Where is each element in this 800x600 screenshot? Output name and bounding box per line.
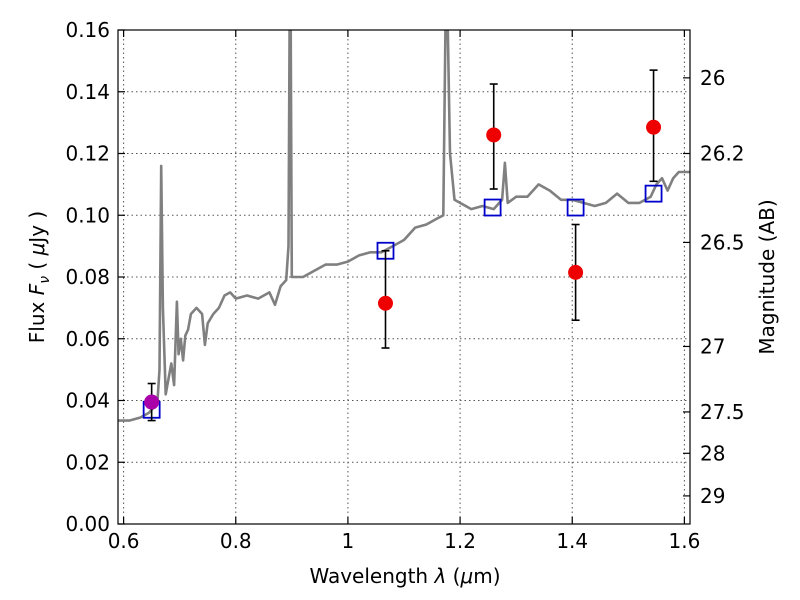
y2-tick-label: 26.5 [700,230,745,254]
y-tick-label: 0.04 [65,389,110,413]
observed-flux-point [568,264,584,280]
observed-flux-point [144,394,160,410]
chart-series [118,30,690,422]
y-tick-label: 0.02 [65,450,110,474]
y2-tick-label: 27.5 [700,400,745,424]
x-axis-label: Wavelength λ (μm) [309,564,500,588]
y-tick-label: 0.06 [65,327,110,351]
observed-flux-point [646,119,662,135]
x-tick-label: 1 [342,529,355,553]
y-tick-label: 0.10 [65,203,110,227]
x-tick-label: 0.8 [220,529,252,553]
y-tick-label: 0.12 [65,142,110,166]
model-spectrum-line [118,30,690,422]
y-tick-label: 0.00 [65,512,110,536]
y2-tick-label: 26.2 [700,142,745,166]
observed-flux-point [377,295,393,311]
y-tick-label: 0.08 [65,265,110,289]
grid-lines [118,29,690,525]
y2-axis-label: Magnitude (AB) [755,199,779,354]
y2-tick-label: 26 [700,66,725,90]
y-tick-label: 0.14 [65,80,110,104]
model-flux-square [483,198,502,217]
model-flux-square [566,198,585,217]
y-axis-label: Flux Fν ( μJy ) [25,211,53,343]
observed-flux-point [486,127,502,143]
y2-tick-label: 28 [700,441,725,465]
x-tick-label: 1.2 [444,529,476,553]
x-tick-label: 1.6 [668,529,700,553]
y2-tick-label: 29 [700,484,725,508]
y-tick-label: 0.16 [65,18,110,42]
model-flux-square [644,184,663,203]
x-tick-label: 1.4 [556,529,588,553]
y2-tick-label: 27 [700,334,725,358]
axis-ticks: 0.6 0.8 1 1.2 1.4 1.6 0.00 0.02 0.04 0.06 0.08 0.10… [65,18,744,553]
x-tick-label: 0.6 [108,529,140,553]
